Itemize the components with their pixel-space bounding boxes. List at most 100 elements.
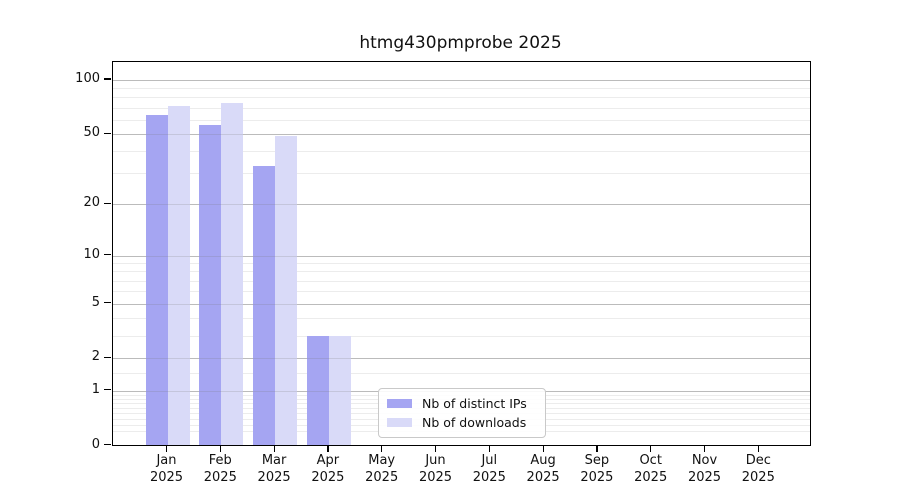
x-tick-month: Sep <box>584 453 610 468</box>
minor-gridline <box>113 173 810 175</box>
y-tick-label: 100 <box>75 70 100 86</box>
y-tick-mark <box>104 78 111 80</box>
bar-nb-of-downloads-mar <box>275 135 298 446</box>
x-tick-mark <box>703 445 706 452</box>
x-tick-mark <box>488 445 490 452</box>
x-tick-mark <box>219 445 221 452</box>
y-tick-label: 2 <box>91 349 100 365</box>
minor-gridline <box>113 97 810 99</box>
major-gridline-overlay <box>113 134 810 136</box>
x-tick-month: Mar <box>261 453 287 468</box>
minor-gridline <box>113 271 810 273</box>
y-tick-mark <box>104 389 111 391</box>
x-tick-mark <box>327 445 329 452</box>
bar-nb-of-distinct-ips-apr <box>306 335 329 446</box>
y-tick-label: 5 <box>91 294 100 310</box>
x-tick-month: Jul <box>481 453 498 468</box>
legend-swatch-icon <box>387 418 412 427</box>
x-tick-mark <box>381 445 383 452</box>
x-tick-label: Feb 2025 <box>193 453 247 486</box>
bar-nb-of-distinct-ips-jan <box>145 114 168 446</box>
x-tick-year: 2025 <box>203 469 237 485</box>
bar-nb-of-distinct-ips-mar <box>253 166 276 446</box>
x-tick-year: 2025 <box>687 469 722 485</box>
y-tick-mark <box>104 302 111 304</box>
x-tick-label: Aug 2025 <box>516 453 570 486</box>
legend-item: Nb of distinct IPs <box>379 396 545 411</box>
x-tick-year: 2025 <box>149 469 184 485</box>
x-tick-month: Aug <box>530 453 556 468</box>
x-tick-month: Jun <box>425 453 446 468</box>
bar-nb-of-downloads-apr <box>328 335 351 446</box>
minor-gridline <box>113 280 810 282</box>
x-tick-month: Oct <box>639 453 662 468</box>
legend-swatch-icon <box>387 399 412 408</box>
x-tick-label: May 2025 <box>355 453 409 486</box>
x-tick-label: Jan 2025 <box>140 453 194 486</box>
x-tick-label: Nov 2025 <box>678 453 732 486</box>
x-tick-mark <box>273 445 275 452</box>
legend: Nb of distinct IPs Nb of downloads <box>378 388 546 438</box>
major-gridline <box>113 255 810 257</box>
x-tick-year: 2025 <box>634 469 668 485</box>
minor-gridline <box>113 263 810 265</box>
x-tick-mark <box>650 445 652 452</box>
major-gridline-overlay <box>113 79 810 81</box>
x-tick-mark <box>165 445 168 452</box>
major-gridline <box>113 79 810 81</box>
x-tick-mark <box>757 445 759 452</box>
x-tick-year: 2025 <box>741 469 775 485</box>
legend-item: Nb of downloads <box>379 415 545 430</box>
x-tick-label: Oct 2025 <box>624 453 678 486</box>
major-gridline <box>113 204 810 206</box>
x-tick-month: Feb <box>208 453 232 468</box>
legend-label: Nb of distinct IPs <box>422 396 527 411</box>
x-tick-month: Jan <box>156 453 177 468</box>
major-gridline <box>113 134 810 136</box>
x-tick-year: 2025 <box>257 469 291 485</box>
minor-gridline <box>113 372 810 374</box>
x-tick-year: 2025 <box>580 469 614 485</box>
x-tick-mark <box>542 445 544 452</box>
y-tick-label: 20 <box>83 195 100 211</box>
y-tick-label: 10 <box>83 246 100 262</box>
x-tick-label: Jul 2025 <box>462 453 516 486</box>
major-gridline <box>113 303 810 305</box>
y-tick-mark <box>104 356 111 359</box>
major-gridline-overlay <box>113 204 810 206</box>
minor-gridline <box>113 335 810 337</box>
x-tick-label: Dec 2025 <box>731 453 785 486</box>
x-tick-label: Apr 2025 <box>301 453 355 486</box>
minor-gridline <box>113 119 810 121</box>
x-tick-month: Apr <box>316 453 340 468</box>
x-tick-year: 2025 <box>365 469 399 485</box>
x-tick-label: Sep 2025 <box>570 453 624 486</box>
x-tick-label: Mar 2025 <box>247 453 301 486</box>
y-tick-label: 50 <box>83 125 100 141</box>
x-tick-year: 2025 <box>311 469 345 485</box>
x-tick-month: May <box>368 453 396 468</box>
x-tick-year: 2025 <box>472 469 506 485</box>
y-tick-mark <box>104 202 111 205</box>
minor-gridline <box>113 107 810 109</box>
y-tick-label: 1 <box>91 381 100 397</box>
y-tick-mark <box>104 254 111 256</box>
minor-gridline <box>113 151 810 153</box>
chart-title: htmg430pmprobe 2025 <box>359 33 562 53</box>
x-tick-year: 2025 <box>526 469 560 485</box>
x-tick-month: Nov <box>691 453 718 468</box>
bar-nb-of-downloads-feb <box>221 103 244 446</box>
x-tick-label: Jun 2025 <box>409 453 463 486</box>
major-gridline-overlay <box>113 303 810 305</box>
x-tick-year: 2025 <box>418 469 453 485</box>
major-gridline-overlay <box>113 255 810 257</box>
legend-label: Nb of downloads <box>422 415 527 430</box>
minor-gridline <box>113 291 810 293</box>
major-gridline-overlay <box>113 358 810 360</box>
x-tick-month: Dec <box>745 453 771 468</box>
y-tick-label: 0 <box>91 436 100 452</box>
minor-gridline <box>113 318 810 319</box>
x-tick-mark <box>596 445 598 452</box>
bar-nb-of-downloads-jan <box>167 105 190 446</box>
